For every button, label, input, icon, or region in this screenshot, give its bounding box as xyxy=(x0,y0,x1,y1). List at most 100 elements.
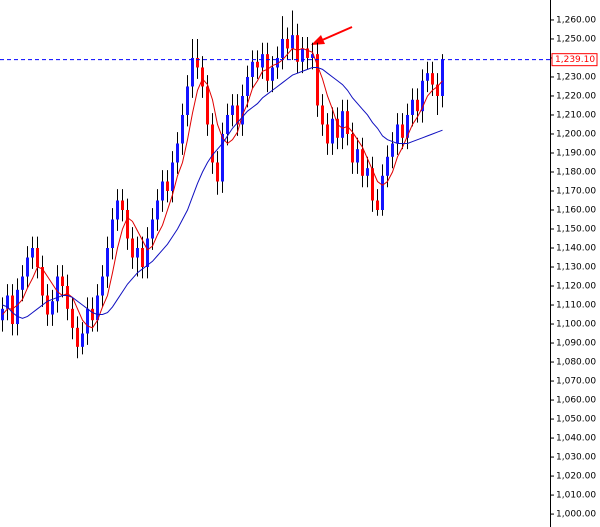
candle-body xyxy=(146,238,149,268)
candle-body xyxy=(81,333,84,347)
y-tick-label: 1,010.00 xyxy=(556,491,596,501)
y-tick-label: 1,260.00 xyxy=(556,15,596,25)
y-tick-label: 1,170.00 xyxy=(556,186,596,196)
candle-body xyxy=(251,61,254,77)
candle-body xyxy=(356,149,359,163)
candle-body xyxy=(121,200,124,211)
candle-body xyxy=(176,143,179,163)
y-tick-label: 1,080.00 xyxy=(556,358,596,368)
y-tick-label: 1,190.00 xyxy=(556,148,596,158)
candle-body xyxy=(31,248,34,258)
y-tick-label: 1,030.00 xyxy=(556,453,596,463)
moving-average-line xyxy=(2,66,443,319)
candle-body xyxy=(316,54,319,106)
candle-body xyxy=(16,289,19,325)
candle-body xyxy=(431,73,434,85)
candle-body xyxy=(236,105,239,125)
candle-body xyxy=(421,80,424,112)
candle-body xyxy=(371,168,374,201)
candle-body xyxy=(66,286,69,309)
y-tick-label: 1,090.00 xyxy=(556,339,596,349)
candle-body xyxy=(276,57,279,68)
candle-body xyxy=(26,257,29,277)
candle-body xyxy=(56,276,59,302)
candle-body xyxy=(381,175,384,211)
y-tick-label: 1,220.00 xyxy=(556,91,596,101)
candle-body xyxy=(266,54,269,81)
candle-body xyxy=(336,118,339,138)
candle-body xyxy=(21,276,24,290)
y-tick-label: 1,050.00 xyxy=(556,415,596,425)
candle-body xyxy=(261,54,264,68)
candle-body xyxy=(86,308,89,334)
candle-body xyxy=(196,57,199,68)
candle-body xyxy=(206,86,209,125)
y-tick-label: 1,070.00 xyxy=(556,377,596,387)
candle-body xyxy=(161,181,164,201)
candle-body xyxy=(71,308,74,328)
candle-body xyxy=(36,248,39,268)
candle-body xyxy=(306,48,309,58)
y-tick-label: 1,040.00 xyxy=(556,434,596,444)
candle-body xyxy=(271,67,274,81)
candle-body xyxy=(296,35,299,62)
y-tick-label: 1,110.00 xyxy=(556,301,596,311)
candle-body xyxy=(361,149,364,176)
y-tick-label: 1,160.00 xyxy=(556,206,596,216)
candle-body xyxy=(136,248,139,258)
y-tick-label: 1,180.00 xyxy=(556,167,596,177)
candle-body xyxy=(321,105,324,125)
candle-body xyxy=(311,54,314,58)
y-tick-label: 1,210.00 xyxy=(556,110,596,120)
candle-body xyxy=(191,57,194,87)
price-label-box xyxy=(551,53,598,67)
y-tick-label: 1,000.00 xyxy=(556,510,596,520)
candle-body xyxy=(301,48,304,62)
candle-body xyxy=(246,76,249,96)
candle-body xyxy=(346,111,349,134)
y-tick-label: 1,150.00 xyxy=(556,225,596,235)
candle-body xyxy=(341,111,344,138)
y-tick-label: 1,230.00 xyxy=(556,72,596,82)
y-tick-label: 1,130.00 xyxy=(556,263,596,273)
candle-body xyxy=(391,143,394,157)
arrow-head xyxy=(311,35,325,45)
candle-body xyxy=(436,84,439,96)
annotation-arrow xyxy=(311,26,353,45)
candle-body xyxy=(131,238,134,258)
candle-body xyxy=(226,114,229,134)
y-tick-label: 1,020.00 xyxy=(556,472,596,482)
candle-body xyxy=(166,181,169,191)
candle-body xyxy=(126,210,129,239)
y-tick-label: 1,100.00 xyxy=(556,320,596,330)
candle-body xyxy=(141,248,144,268)
candle-body xyxy=(91,308,94,321)
candle-body xyxy=(221,133,224,182)
candle-body xyxy=(211,124,214,163)
candle-body xyxy=(416,99,419,112)
candle-body xyxy=(281,38,284,58)
candle-body xyxy=(201,67,204,87)
candle-body xyxy=(116,200,119,220)
candle-body xyxy=(286,38,289,49)
candle-body xyxy=(46,295,49,315)
candle-body xyxy=(96,295,99,321)
candle-body xyxy=(51,301,54,315)
y-tick-label: 1,250.00 xyxy=(556,34,596,44)
candle-body xyxy=(376,200,379,211)
candle-body xyxy=(6,295,9,309)
candle-body xyxy=(351,133,354,163)
y-tick-label: 1,120.00 xyxy=(556,282,596,292)
candle-body xyxy=(181,114,184,144)
candle-body xyxy=(11,295,14,325)
candle-body xyxy=(441,59,444,96)
candle-body xyxy=(406,114,409,138)
y-tick-label: 1,200.00 xyxy=(556,129,596,139)
candle-body xyxy=(386,156,389,176)
moving-average-line xyxy=(2,47,443,329)
candle-body xyxy=(41,267,44,296)
candle-body xyxy=(216,162,219,182)
candle-body xyxy=(156,200,159,220)
candle-body xyxy=(111,219,114,249)
